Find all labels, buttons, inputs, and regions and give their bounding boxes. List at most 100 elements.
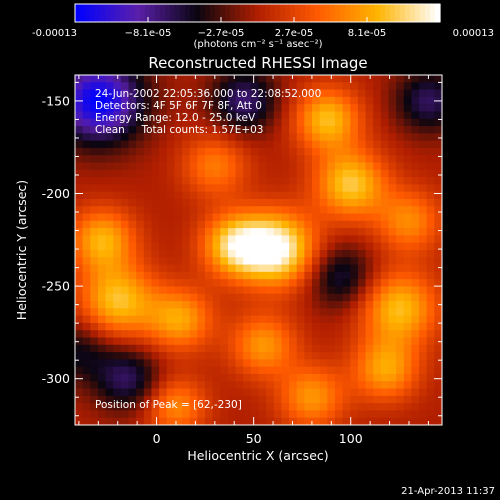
heatmap-cell xyxy=(136,126,145,134)
heatmap-cell xyxy=(82,147,91,156)
heatmap-cell xyxy=(227,118,237,127)
heatmap-cell xyxy=(327,410,336,419)
heatmap-cell xyxy=(334,96,344,105)
heatmap-cell xyxy=(120,417,130,426)
heatmap-cell xyxy=(120,286,130,295)
heatmap-cell xyxy=(220,126,229,134)
heatmap-cell xyxy=(220,177,229,185)
heatmap-cell xyxy=(388,220,397,229)
heatmap-cell xyxy=(204,184,214,193)
heatmap-cell xyxy=(166,279,175,287)
heatmap-cell xyxy=(243,381,252,390)
heatmap-cell xyxy=(143,344,152,353)
heatmap-cell xyxy=(75,213,84,222)
heatmap-cell xyxy=(189,388,198,397)
colorbar-segment xyxy=(85,4,91,22)
heatmap-cell xyxy=(166,213,175,222)
heatmap-cell xyxy=(212,373,221,382)
heatmap-cell xyxy=(250,322,259,331)
heatmap-cell xyxy=(357,373,367,382)
heatmap-cell xyxy=(403,257,412,266)
heatmap-cell xyxy=(189,366,198,375)
heatmap-cell xyxy=(75,169,84,178)
heatmap-cell xyxy=(120,169,130,178)
heatmap-cell xyxy=(304,118,313,127)
heatmap-cell xyxy=(250,403,259,411)
colorbar-segment xyxy=(435,4,441,22)
heatmap-cell xyxy=(204,111,214,120)
heatmap-cell xyxy=(319,257,328,266)
heatmap-cell xyxy=(319,403,328,411)
heatmap-cell xyxy=(334,388,344,397)
heatmap-cell xyxy=(388,162,397,171)
heatmap-cell xyxy=(220,75,229,83)
heatmap-cell xyxy=(426,140,435,149)
heatmap-cell xyxy=(120,140,130,149)
heatmap-cell xyxy=(143,366,152,375)
heatmap-cell xyxy=(304,82,313,91)
heatmap-cell xyxy=(312,301,321,309)
heatmap-cell xyxy=(434,308,443,317)
heatmap-cell xyxy=(235,352,244,360)
heatmap-cell xyxy=(258,286,267,295)
heatmap-cell xyxy=(281,140,290,149)
heatmap-cell xyxy=(419,403,428,411)
heatmap-cell xyxy=(75,279,84,287)
heatmap-cell xyxy=(312,191,321,200)
heatmap-cell xyxy=(373,242,382,251)
heatmap-cell xyxy=(136,279,145,287)
heatmap-cell xyxy=(204,279,214,287)
heatmap-cell xyxy=(380,147,389,156)
heatmap-cell xyxy=(281,315,290,324)
heatmap-cell xyxy=(136,264,145,273)
heatmap-cell xyxy=(128,359,137,368)
heatmap-cell xyxy=(243,308,252,317)
heatmap-cell xyxy=(403,293,412,302)
heatmap-cell xyxy=(380,133,389,142)
heatmap-cell xyxy=(212,155,221,163)
heatmap-cell xyxy=(90,395,99,404)
heatmap-cell xyxy=(113,198,122,207)
heatmap-cell xyxy=(388,271,397,280)
heatmap-cell xyxy=(105,228,114,236)
heatmap-cell xyxy=(90,417,99,426)
heatmap-cell xyxy=(143,352,152,360)
heatmap-cell xyxy=(227,344,237,353)
heatmap-cell xyxy=(258,184,267,193)
heatmap-cell xyxy=(396,315,405,324)
heatmap-cell xyxy=(220,359,229,368)
heatmap-cell xyxy=(97,293,107,302)
heatmap-cell xyxy=(296,250,305,258)
heatmap-cell xyxy=(434,206,443,215)
heatmap-cell xyxy=(143,359,152,368)
heatmap-cell xyxy=(419,147,428,156)
heatmap-cell xyxy=(380,140,389,149)
heatmap-cell xyxy=(136,250,145,258)
heatmap-cell xyxy=(128,242,137,251)
heatmap-cell xyxy=(90,359,99,368)
heatmap-cell xyxy=(220,191,229,200)
heatmap-cell xyxy=(296,147,305,156)
heatmap-cell xyxy=(143,286,152,295)
heatmap-cell xyxy=(105,250,114,258)
heatmap-cell xyxy=(281,279,290,287)
heatmap-cell xyxy=(113,293,122,302)
heatmap-cell xyxy=(136,235,145,244)
heatmap-cell xyxy=(105,381,114,390)
heatmap-cell xyxy=(220,147,229,156)
heatmap-cell xyxy=(197,75,206,83)
heatmap-cell xyxy=(304,330,313,338)
heatmap-cell xyxy=(273,315,282,324)
heatmap-cell xyxy=(97,140,107,149)
heatmap-cell xyxy=(334,118,344,127)
heatmap-cell xyxy=(159,403,168,411)
colorbar-segment xyxy=(135,4,141,22)
heatmap-cell xyxy=(166,286,175,295)
heatmap-cell xyxy=(319,388,328,397)
heatmap-cell xyxy=(143,111,152,120)
heatmap-cell xyxy=(220,315,229,324)
heatmap-cell xyxy=(151,344,160,353)
heatmap-cell xyxy=(342,417,351,426)
heatmap-cell xyxy=(235,184,244,193)
